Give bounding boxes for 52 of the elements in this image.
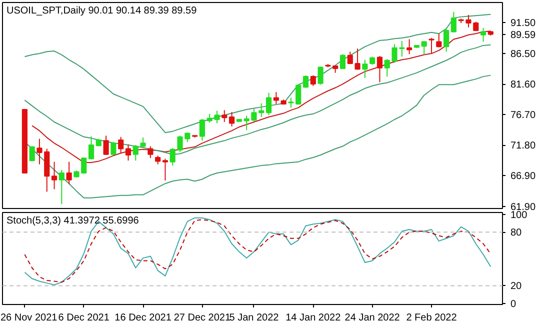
y-tick-label: 91.50 bbox=[510, 18, 536, 29]
candlestick bbox=[310, 74, 316, 86]
x-tick-label: 5 Jan 2022 bbox=[229, 312, 280, 324]
y-tick-label: 66.90 bbox=[510, 171, 536, 182]
x-tick-label: 14 Jan 2022 bbox=[286, 312, 342, 324]
candlestick bbox=[273, 92, 279, 104]
y-tick-label: 100 bbox=[510, 210, 528, 221]
candlestick bbox=[125, 144, 132, 162]
candlestick bbox=[228, 112, 235, 127]
x-tick-label: 24 Jan 2022 bbox=[344, 312, 400, 324]
candlestick bbox=[58, 169, 64, 205]
candlestick bbox=[199, 118, 205, 142]
candlestick bbox=[118, 136, 124, 154]
y-tick-label: 20 bbox=[510, 281, 522, 292]
y-tick-label: 0 bbox=[510, 299, 516, 310]
candlestick bbox=[443, 28, 450, 52]
candlestick bbox=[376, 56, 383, 83]
y-tick-label: 81.60 bbox=[510, 80, 536, 91]
candlestick bbox=[302, 74, 309, 88]
y-tick-label: 76.70 bbox=[510, 110, 536, 122]
candlestick bbox=[450, 11, 456, 33]
chart-title: Stoch(5,3,3) 41.3972 55.6996 bbox=[6, 216, 140, 226]
candlestick bbox=[162, 158, 168, 181]
x-tick-label: 6 Dec 2021 bbox=[58, 312, 110, 324]
candlestick bbox=[266, 92, 272, 116]
candlestick bbox=[354, 48, 360, 70]
candlestick bbox=[88, 136, 94, 160]
x-tick-label: 2 Feb 2022 bbox=[406, 312, 458, 324]
candlestick bbox=[428, 37, 434, 54]
candlestick bbox=[436, 33, 442, 48]
y-tick-label: 89.59 bbox=[510, 30, 536, 41]
y-tick-label: 86.50 bbox=[510, 49, 536, 60]
candlestick bbox=[480, 28, 486, 42]
candlestick bbox=[347, 51, 353, 65]
candlestick bbox=[51, 161, 58, 190]
candlestick bbox=[110, 141, 116, 156]
candlestick bbox=[318, 66, 324, 86]
candlestick bbox=[362, 59, 368, 78]
candlestick bbox=[340, 54, 346, 70]
candlestick bbox=[148, 146, 154, 159]
y-tick-label: 71.80 bbox=[510, 140, 536, 152]
chart-title: USOIL_SPT,Daily 90.01 90.14 89.39 89.59 bbox=[6, 6, 198, 16]
candlestick bbox=[66, 161, 72, 185]
x-tick-label: 27 Dec 2021 bbox=[174, 312, 231, 324]
y-tick-label: 80 bbox=[510, 228, 522, 239]
candlestick bbox=[103, 135, 109, 156]
x-tick-label: 16 Dec 2021 bbox=[114, 312, 172, 324]
x-tick-label: 26 Nov 2021 bbox=[0, 312, 58, 324]
line-series bbox=[32, 30, 492, 163]
candlestick bbox=[421, 40, 427, 56]
candlestick bbox=[406, 38, 412, 55]
candlestick bbox=[222, 110, 228, 122]
